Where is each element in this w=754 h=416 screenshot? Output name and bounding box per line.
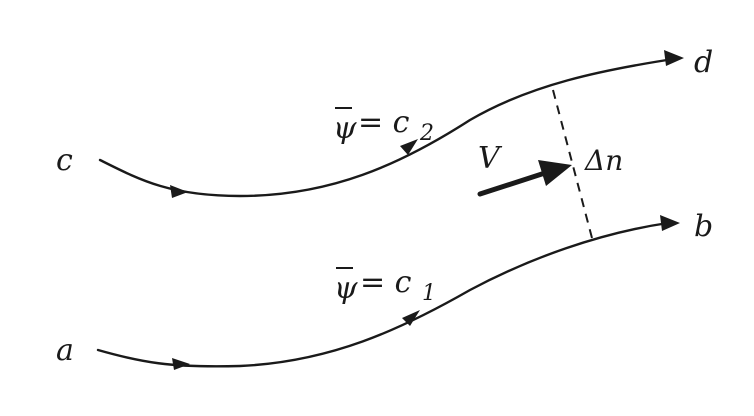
velocity-arrow-shaft — [477, 169, 551, 197]
upper-streamline-arrow-1 — [170, 185, 188, 198]
psi-upper-subscript: 2 — [419, 121, 434, 146]
point-label-a: a — [56, 333, 74, 368]
lower-streamline-end-arrow — [660, 215, 680, 231]
lower-streamline-arrow-2 — [402, 310, 420, 326]
psi-upper-equation: = c — [358, 105, 410, 140]
upper-streamline-arrow-2 — [400, 139, 418, 155]
psi-lower-equation: = c — [360, 265, 412, 300]
lower-streamline-arrow-1 — [172, 358, 190, 370]
point-label-c: c — [56, 143, 73, 178]
velocity-arrow-head — [538, 160, 572, 186]
psi-lower-subscript: 1 — [422, 281, 436, 306]
velocity-label: V — [478, 141, 503, 176]
point-label-d: d — [694, 45, 713, 80]
delta-n-label: Δn — [584, 144, 623, 177]
psi-lower-symbol: ψ — [334, 271, 358, 306]
lower-streamline — [96, 221, 670, 368]
upper-streamline-end-arrow — [664, 50, 684, 66]
upper-streamline — [98, 56, 682, 198]
psi-upper-symbol: ψ — [333, 111, 357, 146]
point-label-b: b — [694, 209, 713, 244]
